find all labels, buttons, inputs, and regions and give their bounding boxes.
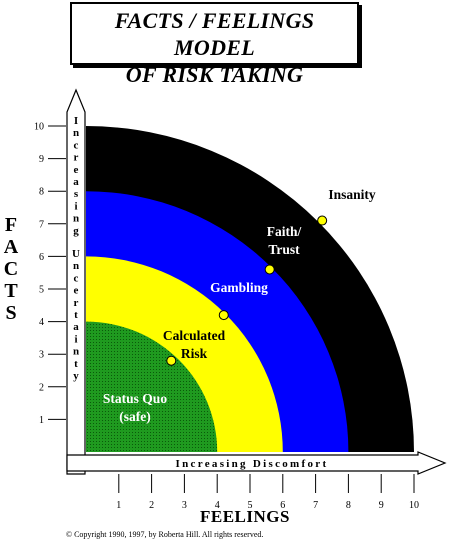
axis-labels: 1 2 3 4 5 6 7 8 9 10 1 2 3 4 5 6 7 8 9 10 — [34, 122, 419, 512]
x-axis-inner-label: Increasing Discomfort — [176, 458, 329, 470]
y-axis-inner-letter: t — [74, 309, 78, 321]
x-tick-label: 10 — [409, 500, 419, 511]
copyright-notice: © Copyright 1990, 1997, by Roberta Hill.… — [66, 530, 264, 539]
x-axis-bar — [66, 451, 447, 475]
title-line-1: FACTS / FEELINGS MODEL — [114, 8, 315, 60]
y-tick-label: 1 — [39, 415, 44, 426]
y-axis-inner-letter: y — [73, 370, 79, 382]
x-tick-label: 4 — [215, 500, 220, 511]
x-tick-label: 3 — [182, 500, 187, 511]
y-axis-inner-letter: c — [74, 139, 79, 151]
x-tick-label: 5 — [248, 500, 253, 511]
zone-label-calculated-risk: Risk — [181, 346, 208, 361]
zone-label-faith-trust: Faith/ — [267, 224, 302, 239]
y-axis-inner-letter: c — [74, 272, 79, 284]
zone-status-quo — [86, 321, 218, 452]
y-axis-inner-letter: e — [74, 164, 79, 176]
x-tick-label: 2 — [149, 500, 154, 511]
y-tick-label: 2 — [39, 382, 44, 393]
facts-letter-c: C — [3, 258, 19, 280]
x-tick-label: 6 — [280, 500, 285, 511]
zone-label-insanity: Insanity — [328, 187, 376, 202]
zone-label-status-quo: (safe) — [119, 409, 150, 424]
zone-label-calculated-risk: Calculated — [163, 328, 226, 343]
facts-letter-t: T — [4, 280, 18, 302]
y-axis-inner-letter: t — [74, 358, 78, 370]
y-tick-label: 4 — [39, 317, 44, 328]
zone-label-gambling: Gambling — [210, 280, 268, 295]
x-tick-label: 9 — [379, 500, 384, 511]
y-axis-inner-letter: a — [73, 321, 79, 333]
y-tick-label: 8 — [39, 187, 44, 198]
x-tick-label: 1 — [116, 500, 121, 511]
facts-letter-s: S — [5, 302, 17, 324]
y-axis-inner-letter: U — [72, 248, 80, 260]
y-axis-inner-letter: I — [74, 115, 78, 127]
y-axis-inner-letter: n — [73, 213, 79, 225]
x-tick-label: 7 — [313, 500, 318, 511]
zone-arcs — [86, 126, 414, 452]
y-axis-inner-letter: i — [74, 333, 77, 345]
title-line-2: OF RISK TAKING — [125, 62, 304, 87]
y-tick-label: 3 — [39, 350, 44, 361]
marker-status-quo — [166, 355, 177, 366]
title-box: FACTS / FEELINGS MODEL OF RISK TAKING — [70, 2, 359, 87]
y-axis-inner-letter: i — [74, 200, 77, 212]
y-axis-bar — [66, 88, 86, 475]
y-axis-inner-letter: r — [74, 152, 79, 164]
x-tick-label: 8 — [346, 500, 351, 511]
zone-labels: Status Quo (safe) Calculated Risk Gambling Fa… — [103, 187, 376, 424]
y-axis-inner-letter: n — [73, 346, 79, 358]
y-axis-inner-letter: n — [73, 260, 79, 272]
y-axis-inner-letter: a — [73, 176, 79, 188]
y-tick-label: 9 — [39, 154, 44, 165]
marker-calculated-risk — [218, 310, 229, 321]
y-tick-label: 10 — [34, 122, 44, 133]
zone-label-status-quo: Status Quo — [103, 391, 167, 406]
x-axis-title: FEELINGS — [200, 507, 290, 526]
y-axis-inner-letter: r — [74, 297, 79, 309]
facts-letter-f: F — [4, 214, 18, 236]
y-tick-label: 6 — [39, 252, 44, 263]
marker-faith-trust — [317, 215, 328, 226]
facts-letter-a: A — [3, 236, 19, 258]
boundary-markers — [166, 215, 328, 366]
y-tick-label: 7 — [39, 219, 44, 230]
y-axis-inner-letter: s — [74, 188, 79, 200]
y-tick-label: 5 — [39, 285, 44, 296]
marker-gambling — [264, 264, 275, 275]
y-axis-inner-letter: n — [73, 127, 79, 139]
y-axis-inner-letter: e — [74, 285, 79, 297]
zone-label-faith-trust: Trust — [268, 242, 300, 257]
y-axis-inner-letter: g — [73, 225, 79, 237]
